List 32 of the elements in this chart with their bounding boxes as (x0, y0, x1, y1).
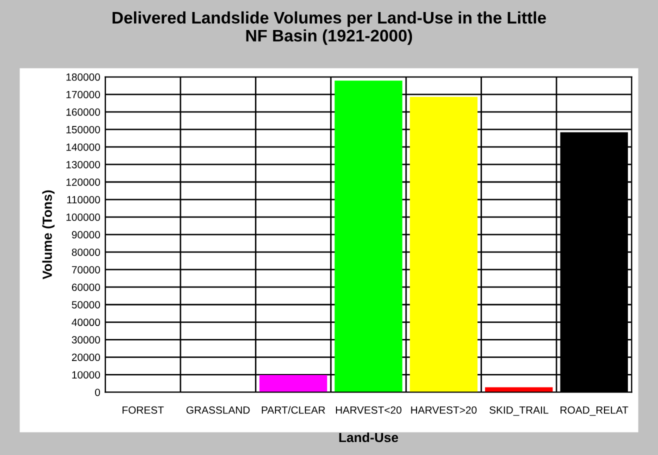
y-tick-label: 10000 (72, 371, 100, 379)
y-tick-label: 130000 (66, 160, 100, 168)
bar (410, 96, 478, 392)
y-tick-label: 30000 (72, 336, 100, 344)
y-tick-label: 20000 (72, 354, 100, 362)
y-tick-label: 60000 (72, 284, 100, 291)
x-tick-label: HARVEST<20 (336, 406, 402, 414)
x-axis-title: Land-Use (339, 432, 398, 442)
y-tick-label: 140000 (66, 143, 100, 151)
y-tick-label: 80000 (72, 248, 100, 256)
x-tick-label: SKID_TRAIL (490, 406, 548, 416)
y-tick-label: 50000 (72, 301, 100, 308)
y-tick-label: 100000 (66, 214, 100, 221)
y-tick-label: 180000 (66, 73, 100, 81)
y-tick-label: 150000 (66, 126, 100, 134)
x-tick-label: GRASSLAND (186, 406, 250, 414)
y-tick-label: 70000 (72, 266, 100, 274)
y-tick-label: 120000 (66, 178, 100, 186)
bar (259, 375, 328, 392)
x-tick-label: HARVEST>20 (411, 406, 477, 414)
x-tick-label: ROAD_RELAT (560, 406, 628, 416)
x-tick-label: FOREST (122, 406, 164, 414)
y-tick-label: 170000 (66, 90, 100, 98)
bar (334, 80, 402, 392)
y-tick-label: 0 (95, 388, 100, 396)
y-axis-title: Volume (Tons) (42, 190, 55, 280)
y-tick-label: 90000 (72, 231, 100, 238)
x-tick-label: PART/CLEAR (262, 406, 326, 414)
chart-title: Delivered Landslide Volumes per Land-Use in the Little NF Basin (1921-2000) (112, 11, 546, 45)
y-tick-label: 160000 (66, 108, 100, 116)
y-tick-label: 40000 (72, 318, 100, 326)
y-tick-label: 110000 (67, 196, 100, 204)
